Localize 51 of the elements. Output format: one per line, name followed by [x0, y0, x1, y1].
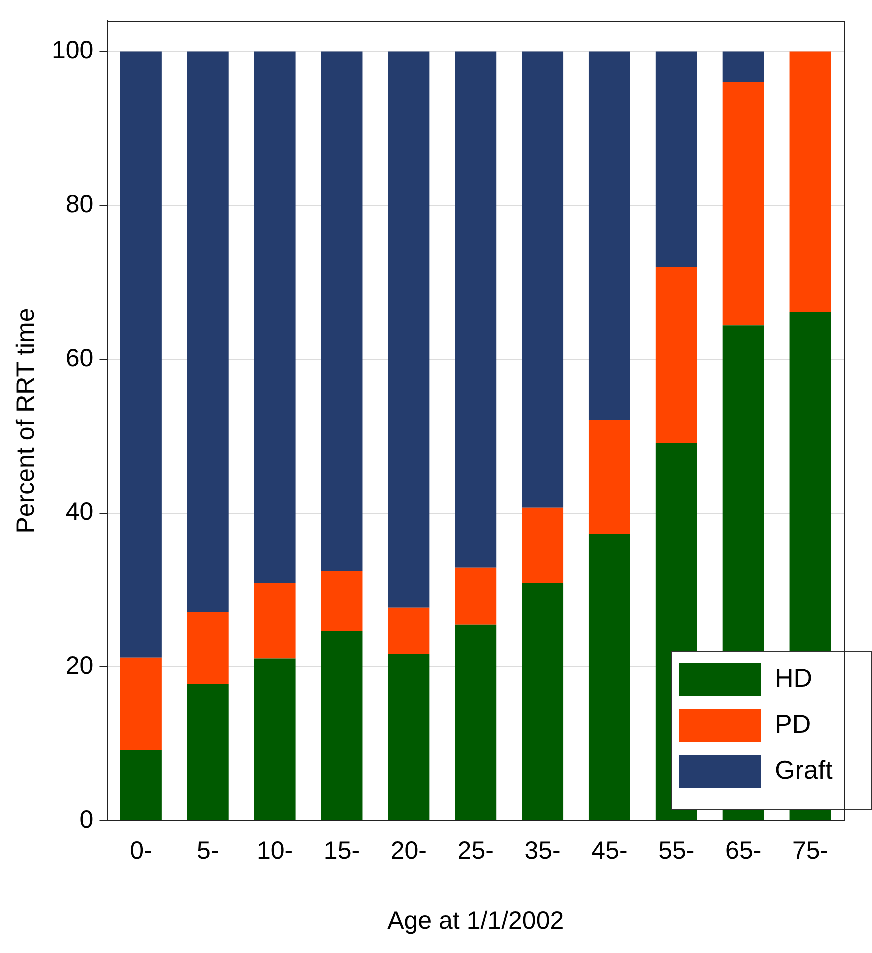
legend-label: PD	[775, 709, 812, 740]
x-tick-label: 75-	[792, 836, 829, 865]
bar	[388, 608, 430, 654]
x-tick-label: 15-	[324, 836, 360, 865]
bar	[656, 267, 698, 444]
bar	[588, 420, 630, 534]
bar	[388, 52, 430, 608]
x-axis-title: Age at 1/1/2002	[388, 906, 564, 935]
bar	[722, 52, 764, 83]
bar	[187, 52, 229, 613]
x-tick-label: 35-	[524, 836, 561, 865]
bar	[321, 571, 363, 631]
x-tick-label: 0-	[130, 836, 152, 865]
bar	[790, 52, 832, 313]
bar	[120, 52, 162, 658]
bar	[254, 52, 296, 584]
legend-label: Graft	[775, 755, 834, 786]
x-tick-label: 45-	[592, 836, 628, 865]
bar	[321, 52, 363, 571]
bar	[588, 52, 630, 420]
bar	[455, 624, 497, 820]
bar	[522, 583, 564, 820]
bar	[388, 654, 430, 820]
x-tick-label: 5-	[196, 836, 220, 865]
x-tick-label: 55-	[658, 836, 695, 865]
y-tick-label: 20	[66, 652, 94, 680]
legend-label: HD	[775, 663, 813, 694]
bar	[722, 82, 764, 326]
bar	[588, 534, 630, 820]
bar	[455, 568, 497, 625]
x-tick-label: 65-	[726, 836, 762, 865]
bar	[187, 612, 229, 684]
bar	[321, 631, 363, 820]
x-tick-label: 25-	[458, 836, 494, 865]
y-axis-title: Percent of RRT time	[12, 308, 40, 534]
bar	[656, 52, 698, 268]
bar	[120, 750, 162, 820]
x-tick-label: 20-	[390, 836, 427, 865]
bar	[455, 52, 497, 568]
bar	[522, 52, 564, 508]
bar	[120, 658, 162, 750]
y-tick-label: 0	[80, 806, 94, 834]
bar	[254, 583, 296, 659]
y-tick-label: 80	[66, 190, 94, 219]
y-tick-label: 100	[52, 36, 94, 65]
y-tick-label: 60	[66, 344, 94, 372]
bar	[522, 508, 564, 584]
y-tick-label: 40	[66, 498, 94, 526]
bar	[187, 684, 229, 820]
bar	[254, 658, 296, 820]
x-tick-label: 10-	[256, 836, 294, 865]
